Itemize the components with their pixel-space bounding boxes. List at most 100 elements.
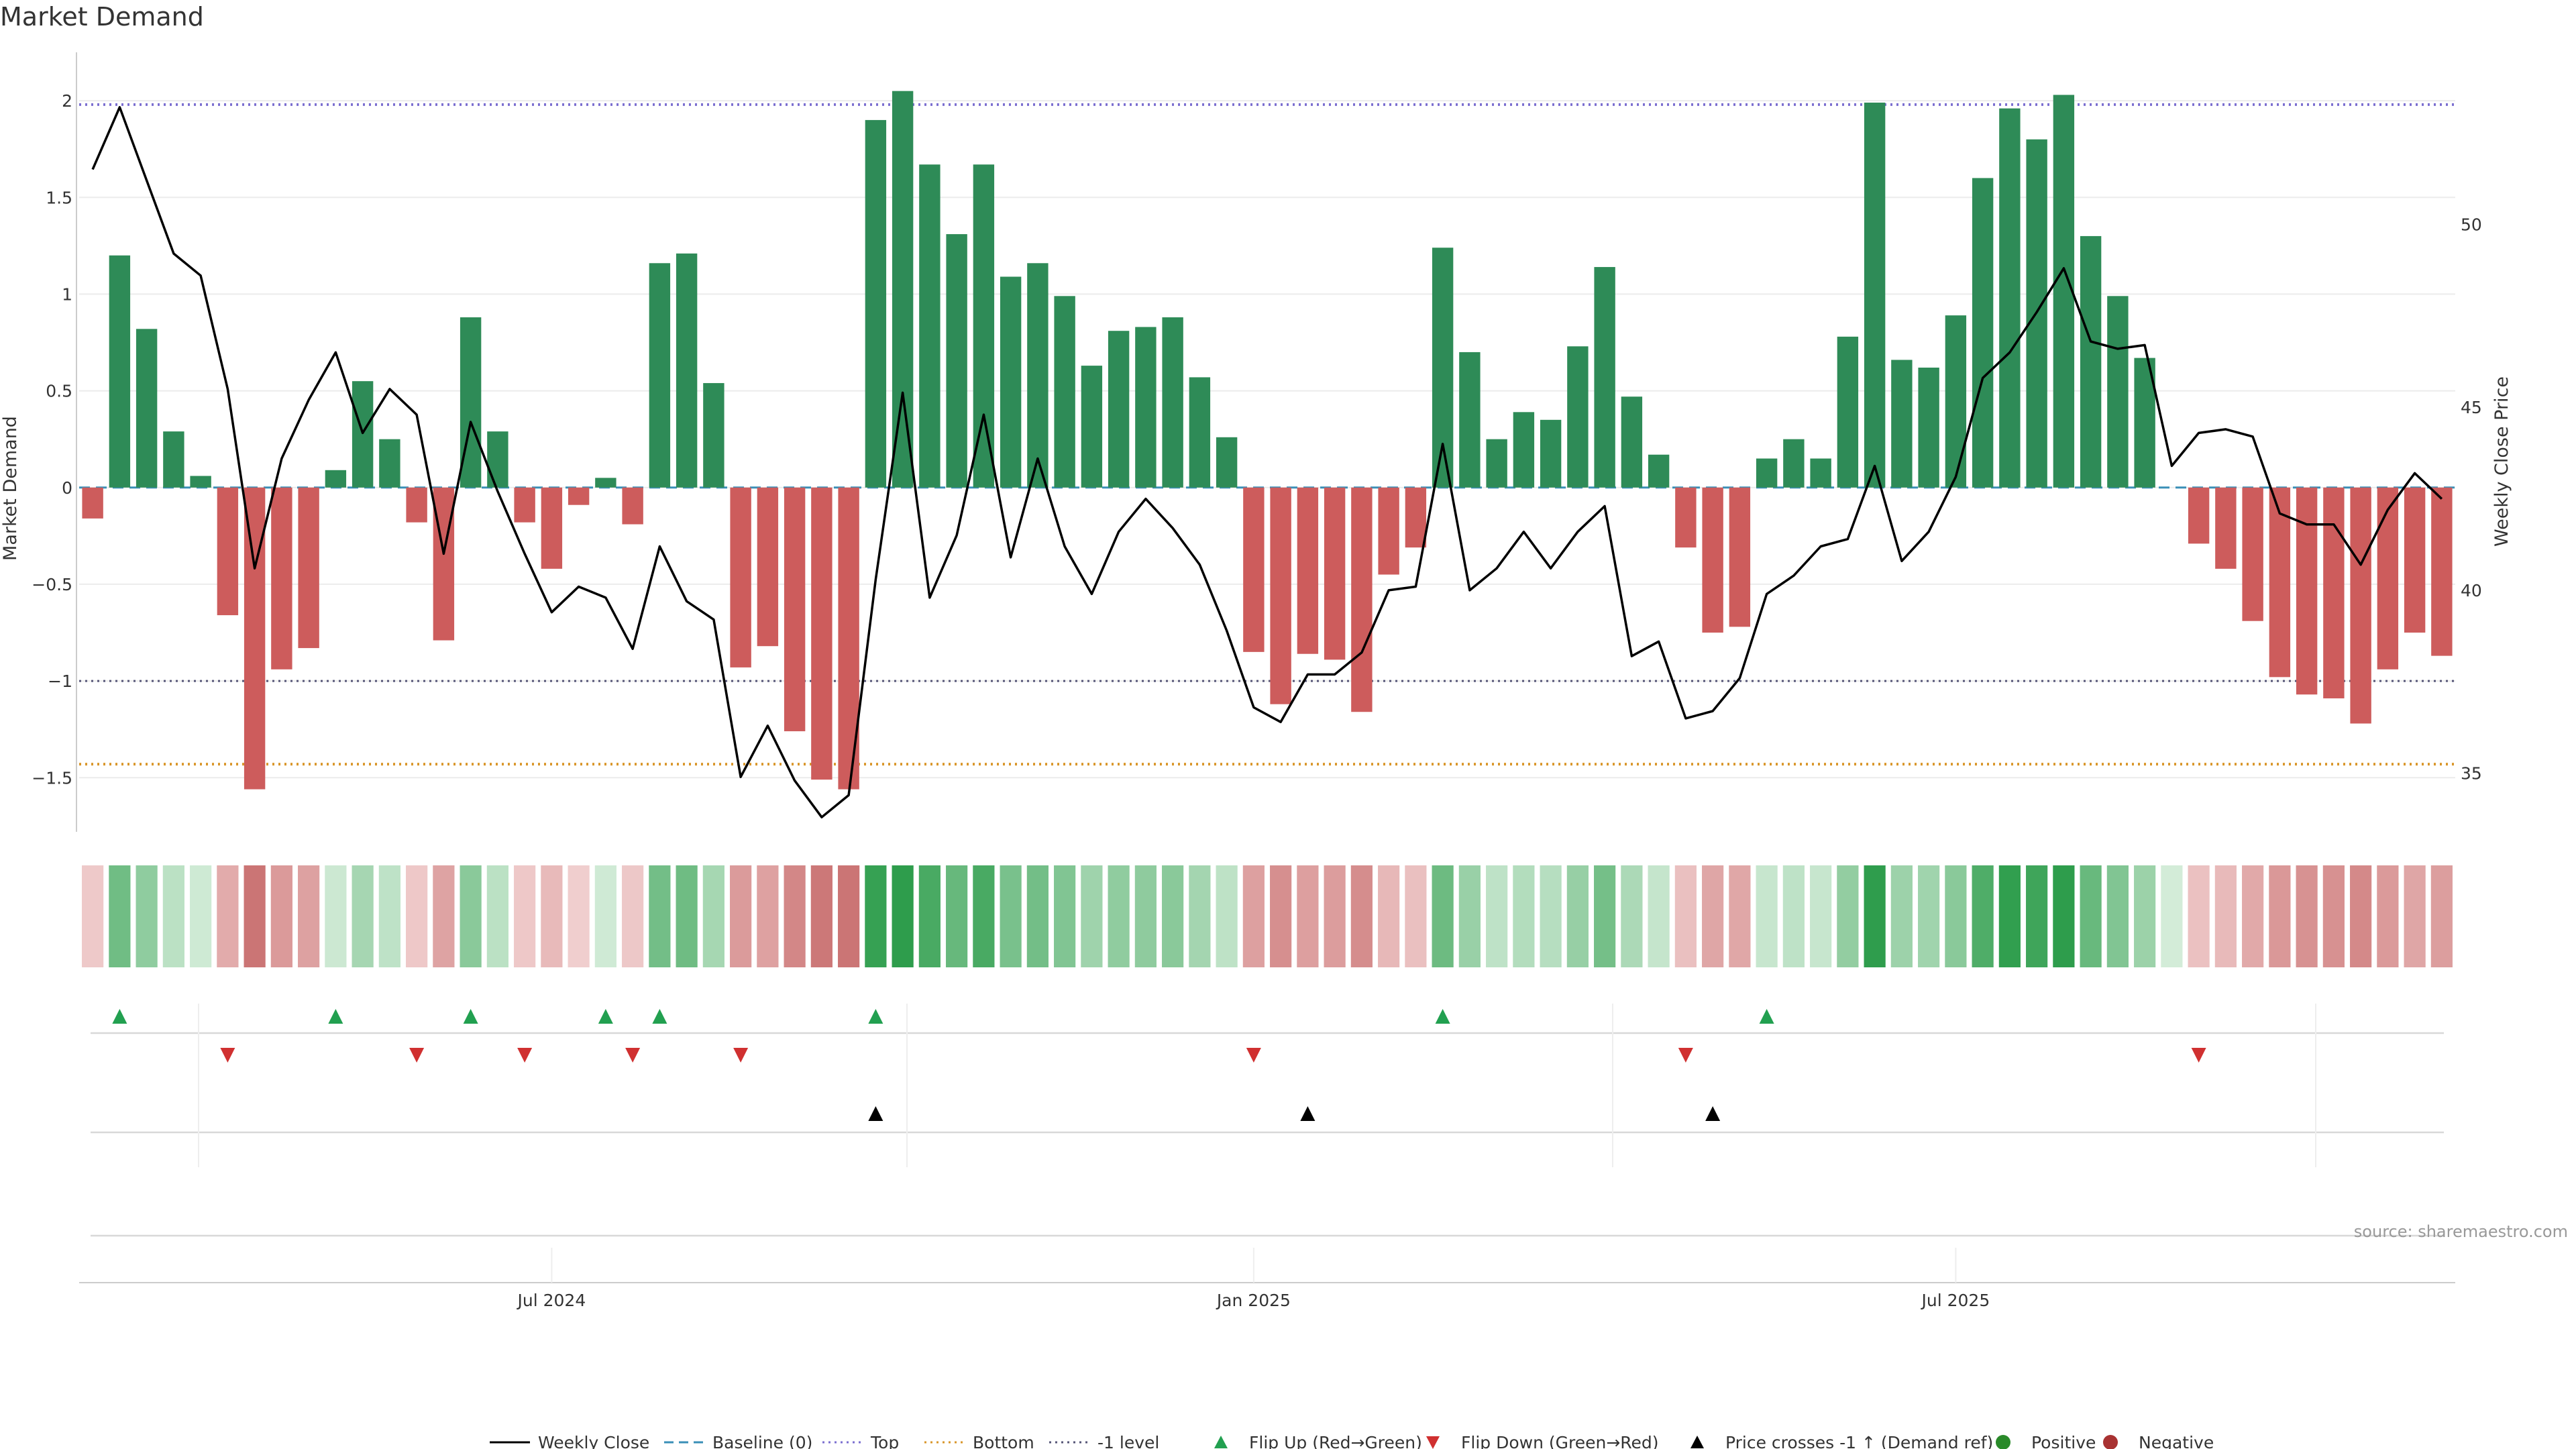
- heat-cell-negative: [514, 865, 536, 967]
- heat-cell-negative: [541, 865, 563, 967]
- positive-demand-bar: [1027, 263, 1049, 488]
- heat-cell-positive: [702, 865, 724, 967]
- positive-demand-bar: [379, 439, 400, 488]
- negative-demand-bar: [2431, 487, 2453, 656]
- negative-demand-bar: [2215, 487, 2237, 569]
- legend-item: Negative: [2103, 1433, 2214, 1449]
- positive-demand-bar: [1999, 108, 2021, 488]
- heat-cell-positive: [2161, 865, 2183, 967]
- negative-demand-bar: [1675, 487, 1697, 548]
- heat-cell-positive: [486, 865, 508, 967]
- positive-demand-bar: [1486, 439, 1507, 488]
- positive-demand-bar: [2107, 296, 2129, 488]
- positive-demand-bar: [1837, 336, 1859, 488]
- y2-axis-label: Weekly Close Price: [2491, 376, 2512, 547]
- event-markers: [91, 1004, 2444, 1237]
- heat-cell-positive: [2026, 865, 2048, 967]
- negative-demand-bar: [1378, 487, 1399, 575]
- legend-label: Negative: [2139, 1433, 2214, 1449]
- heat-cell-positive: [2080, 865, 2102, 967]
- x-tick-label: Jul 2025: [1921, 1291, 1990, 1310]
- flip-up-marker: [112, 1009, 127, 1024]
- positive-demand-bar: [1621, 396, 1643, 488]
- legend-item: -1 level: [1049, 1433, 1159, 1449]
- negative-demand-bar: [406, 487, 427, 523]
- flip-up-marker: [1435, 1009, 1450, 1024]
- negative-demand-bar: [244, 487, 266, 790]
- positive-demand-bar: [973, 164, 995, 488]
- negative-demand-bar: [217, 487, 239, 616]
- positive-demand-bar: [676, 253, 698, 488]
- y2-tick-label: 45: [2461, 398, 2482, 417]
- negative-demand-bar: [730, 487, 751, 667]
- positive-demand-bar: [1513, 412, 1535, 488]
- negative-demand-bar: [1243, 487, 1265, 652]
- negative-demand-bar: [2350, 487, 2371, 724]
- y-tick-label: 1: [62, 284, 72, 304]
- x-axis: Jul 2024 Jan 2025 Jul 2025: [79, 1248, 2455, 1310]
- heat-cell-positive: [1054, 865, 1076, 967]
- heat-cell-negative: [1324, 865, 1346, 967]
- heat-cell-negative: [82, 865, 104, 967]
- y2-tick-label: 50: [2461, 215, 2482, 234]
- y-tick-label: 1.5: [46, 188, 72, 207]
- negative-demand-bar: [1270, 487, 1291, 704]
- x-tick-label: Jul 2024: [517, 1291, 586, 1310]
- positive-demand-bar: [1000, 276, 1022, 488]
- y-tick-label: 2: [62, 91, 72, 111]
- axes: Market Demand Weekly Close Price 2 1.5 1 0.…: [0, 52, 2512, 832]
- heat-cell-positive: [2053, 865, 2075, 967]
- legend: Weekly Close Baseline (0) Top Bottom -1 leve…: [490, 1433, 2214, 1449]
- heat-cell-positive: [2134, 865, 2156, 967]
- flip-down-marker: [733, 1048, 749, 1063]
- legend-label: Positive: [2031, 1433, 2096, 1449]
- y-tick-label: −0.5: [32, 575, 72, 594]
- positive-demand-bar: [1864, 102, 1886, 488]
- positive-demand-bar: [946, 234, 967, 488]
- heat-cell-negative: [2214, 865, 2237, 967]
- positive-demand-bar: [919, 164, 941, 488]
- flip-up-marker: [1759, 1009, 1774, 1024]
- heat-cell-negative: [244, 865, 266, 967]
- flip-down-marker: [625, 1048, 641, 1063]
- y-tick-label: 0.5: [46, 382, 72, 401]
- heat-cell-negative: [217, 865, 239, 967]
- legend-triangle-up-icon: [1214, 1436, 1228, 1448]
- negative-demand-bar: [757, 487, 779, 647]
- legend-label: Flip Down (Green→Red): [1461, 1433, 1659, 1449]
- negative-demand-bar: [622, 487, 643, 525]
- heat-cell-positive: [1486, 865, 1508, 967]
- positive-demand-bar: [1216, 437, 1238, 488]
- positive-demand-bar: [1108, 331, 1130, 488]
- legend-item: Weekly Close: [490, 1433, 649, 1449]
- negative-demand-bar: [2269, 487, 2291, 678]
- heat-cell-positive: [1216, 865, 1238, 967]
- heat-cell-negative: [757, 865, 779, 967]
- heat-cell-negative: [1270, 865, 1292, 967]
- heat-cell-positive: [1513, 865, 1535, 967]
- price-cross-marker: [1300, 1106, 1316, 1121]
- heat-cell-positive: [649, 865, 671, 967]
- heat-cell-positive: [1162, 865, 1184, 967]
- heat-cell-positive: [1594, 865, 1616, 967]
- y2-tick-label: 35: [2461, 764, 2482, 784]
- heat-cell-positive: [109, 865, 131, 967]
- heat-cell-positive: [1000, 865, 1022, 967]
- heat-cell-positive: [1890, 865, 1913, 967]
- positive-demand-bar: [1189, 377, 1211, 488]
- legend-label: Weekly Close: [538, 1433, 649, 1449]
- heat-cell-positive: [1918, 865, 1940, 967]
- heat-cell-positive: [946, 865, 968, 967]
- negative-demand-bar: [1702, 487, 1723, 633]
- positive-demand-bar: [1810, 458, 1831, 488]
- heat-cell-positive: [1108, 865, 1130, 967]
- positive-demand-bar: [136, 329, 158, 488]
- flip-up-marker: [868, 1009, 883, 1024]
- positive-demand-bar: [1432, 248, 1454, 488]
- x-tick-label: Jan 2025: [1216, 1291, 1291, 1310]
- positive-demand-bar: [1162, 317, 1183, 488]
- legend-label: Price crosses -1 ↑ (Demand ref): [1725, 1433, 1993, 1449]
- legend-item: Positive: [1996, 1433, 2096, 1449]
- heat-cell-positive: [1864, 865, 1886, 967]
